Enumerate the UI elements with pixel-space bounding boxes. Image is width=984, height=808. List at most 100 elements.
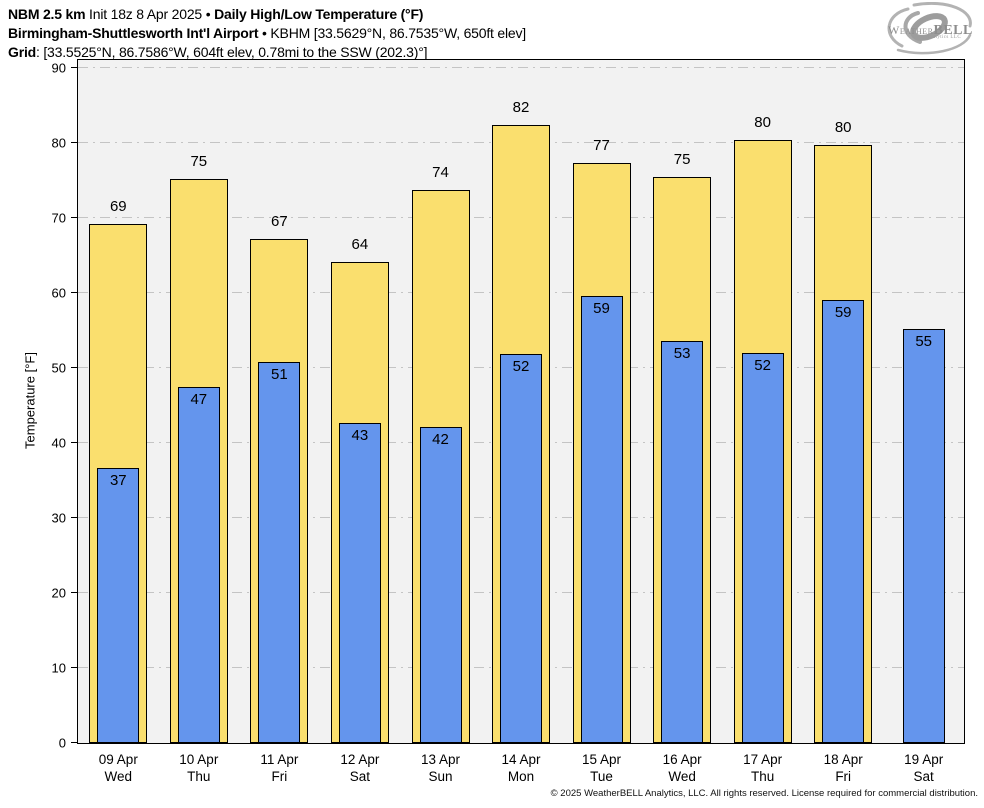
y-axis-title: Temperature [°F]	[22, 352, 38, 449]
x-tick-label: 16 Apr Wed	[637, 751, 727, 785]
grid-label: Grid	[8, 44, 36, 60]
x-tick-date: 11 Apr	[260, 752, 299, 767]
low-bar	[500, 354, 542, 743]
x-tick-weekday: Sat	[349, 769, 371, 784]
y-tick	[71, 66, 77, 68]
header-line-3: Grid: [33.5525°N, 86.7586°W, 604ft elev,…	[8, 43, 526, 62]
x-tick-weekday: Sun	[428, 769, 453, 784]
y-tick	[71, 441, 77, 443]
x-tick-weekday: Thu	[187, 769, 211, 784]
x-tick-label: 12 Apr Sat	[315, 751, 405, 785]
x-tick-label: 14 Apr Mon	[476, 751, 566, 785]
bullet-separator: •	[258, 25, 271, 41]
y-tick-label: 30	[51, 510, 66, 526]
low-value-label: 55	[915, 333, 933, 350]
high-value-label: 75	[190, 153, 208, 170]
high-value-label: 74	[432, 164, 449, 181]
y-tick	[71, 516, 77, 518]
logo-swirl-icon	[887, 2, 972, 55]
y-tick	[71, 291, 77, 293]
low-value-label: 51	[271, 366, 288, 383]
low-bar	[580, 296, 623, 743]
low-bar	[419, 427, 462, 743]
low-bar	[741, 353, 784, 743]
low-value-label: 37	[109, 472, 127, 489]
plot-area: 69 37 75 47 67 51 64 43 74 42 82 52 77 59 75 53 80 52 80 59…	[77, 59, 965, 744]
high-value-label: 67	[271, 213, 288, 230]
grid-info: : [33.5525°N, 86.7586°W, 604ft elev, 0.7…	[35, 44, 428, 60]
high-value-label: 64	[351, 236, 369, 253]
y-tick-label: 50	[51, 360, 66, 376]
station-name: Birmingham-Shuttlesworth Int'l Airport	[8, 25, 259, 41]
y-tick	[71, 141, 77, 143]
x-tick-date: 09 Apr	[98, 752, 138, 767]
x-tick-date: 12 Apr	[340, 752, 380, 767]
y-tick	[71, 366, 77, 368]
x-tick-weekday: Tue	[590, 769, 613, 784]
x-tick-label: 15 Apr Tue	[557, 751, 647, 785]
header: NBM 2.5 km Init 18z 8 Apr 2025 • Daily H…	[8, 5, 526, 62]
init-time: Init 18z 8 Apr 2025	[85, 6, 206, 22]
low-bar	[97, 468, 140, 743]
x-tick-weekday: Fri	[271, 769, 288, 784]
low-value-label: 47	[190, 391, 208, 408]
x-tick-weekday: Wed	[668, 769, 696, 784]
high-value-label: 75	[673, 151, 691, 168]
low-bar	[661, 341, 704, 743]
high-value-label: 80	[834, 119, 852, 136]
x-tick-label: 17 Apr Thu	[718, 751, 808, 785]
x-tick-label: 18 Apr Fri	[798, 751, 888, 785]
high-value-label: 80	[754, 114, 771, 131]
x-tick-label: 19 Apr Sat	[879, 751, 969, 785]
weatherbell-logo: WeatherBELL Analytics LLC	[874, 2, 982, 56]
y-tick	[71, 742, 77, 743]
y-tick	[71, 666, 77, 668]
logo-weather-text: Weather	[888, 23, 934, 37]
station-info: KBHM [33.5629°N, 86.7535°W, 650ft elev]	[270, 25, 526, 41]
low-bar	[258, 362, 301, 743]
x-tick-weekday: Mon	[507, 769, 535, 784]
model-name: NBM 2.5 km	[8, 6, 86, 22]
x-tick-date: 18 Apr	[823, 752, 863, 767]
y-tick-label: 0	[58, 735, 66, 751]
low-bar	[902, 329, 945, 743]
x-tick-weekday: Wed	[104, 769, 133, 784]
low-value-label: 53	[673, 345, 691, 362]
logo-bell-text: BELL	[933, 23, 973, 38]
y-tick-label: 70	[51, 210, 66, 226]
y-tick-label: 80	[51, 135, 66, 151]
x-tick-date: 14 Apr	[501, 752, 541, 767]
high-value-label: 82	[512, 99, 530, 116]
y-tick-label: 90	[51, 60, 66, 75]
low-bar	[177, 387, 220, 743]
x-tick-weekday: Fri	[835, 769, 852, 784]
logo-subtext: Analytics LLC	[926, 35, 962, 40]
x-tick-weekday: Sat	[913, 769, 934, 784]
header-line-2: Birmingham-Shuttlesworth Int'l Airport •…	[8, 24, 526, 43]
bullet-separator: •	[205, 6, 215, 22]
y-tick-label: 20	[51, 585, 66, 601]
copyright-notice: © 2025 WeatherBELL Analytics, LLC. All r…	[550, 788, 978, 799]
x-tick-date: 17 Apr	[743, 752, 783, 767]
header-line-1: NBM 2.5 km Init 18z 8 Apr 2025 • Daily H…	[8, 5, 526, 24]
x-tick-label: 13 Apr Sun	[396, 751, 486, 785]
x-tick-label: 09 Apr Wed	[73, 751, 163, 785]
high-value-label: 77	[593, 137, 610, 154]
low-value-label: 59	[834, 304, 852, 321]
y-tick-label: 10	[51, 660, 66, 676]
y-tick	[71, 216, 77, 218]
x-tick-label: 10 Apr Thu	[154, 751, 244, 785]
x-tick-date: 10 Apr	[179, 752, 219, 767]
low-value-label: 42	[432, 431, 449, 448]
y-tick	[71, 591, 77, 593]
x-tick-weekday: Thu	[750, 769, 775, 784]
y-tick-label: 60	[51, 285, 66, 301]
low-bar	[338, 423, 381, 743]
x-tick-date: 19 Apr	[904, 752, 944, 767]
low-value-label: 43	[351, 427, 369, 444]
y-tick-label: 40	[51, 435, 66, 451]
low-value-label: 59	[593, 300, 610, 317]
x-tick-date: 16 Apr	[662, 752, 702, 767]
x-tick-date: 15 Apr	[581, 752, 622, 767]
